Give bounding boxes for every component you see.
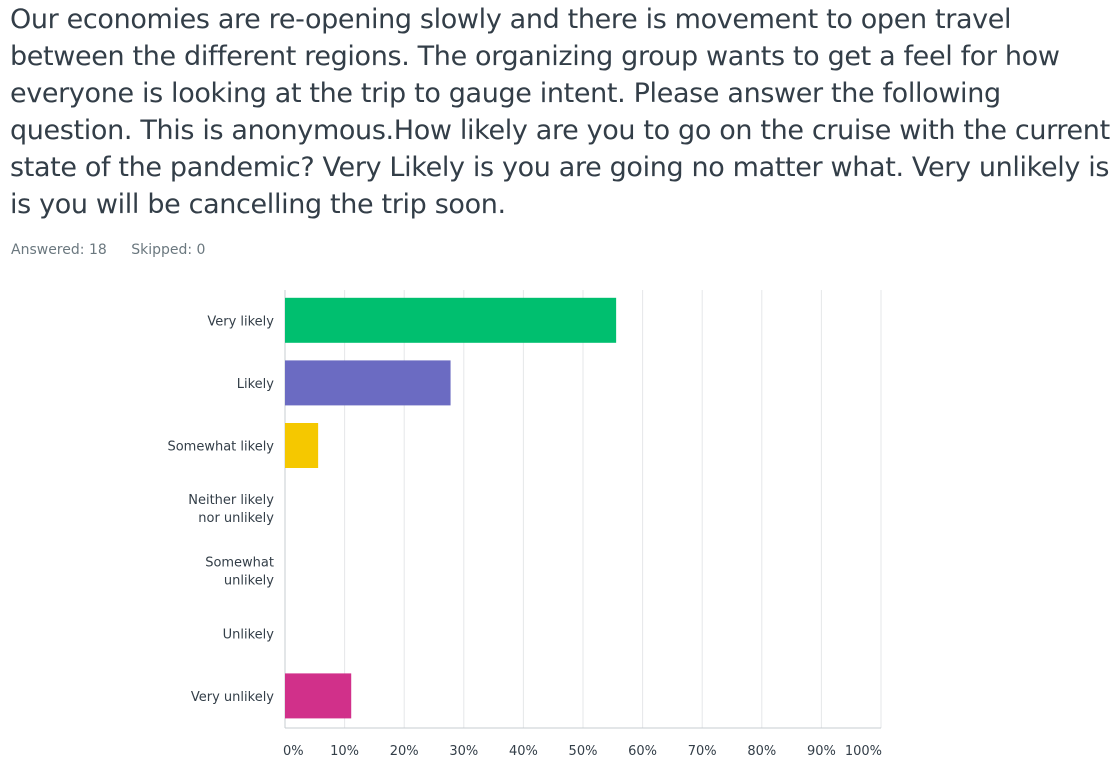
skipped-count: 0 bbox=[196, 242, 206, 258]
category-label: Somewhat unlikely bbox=[205, 556, 274, 589]
response-stats: Answered: 18 Skipped: 0 bbox=[11, 242, 205, 258]
category-label: Unlikely bbox=[223, 627, 275, 642]
bar bbox=[285, 423, 319, 468]
category-label: Very likely bbox=[207, 314, 274, 329]
question-title: Our economies are re-opening slowly and … bbox=[10, 4, 1110, 220]
x-tick-label: 40% bbox=[509, 744, 538, 759]
bar bbox=[285, 297, 617, 343]
x-tick-label: 50% bbox=[569, 744, 598, 759]
x-tick-label: 30% bbox=[449, 744, 478, 759]
bar bbox=[285, 673, 352, 719]
answered-count: 18 bbox=[88, 242, 107, 258]
x-tick-label: 80% bbox=[747, 744, 776, 759]
answered-label: Answered: bbox=[11, 242, 85, 258]
x-tick-label: 70% bbox=[688, 744, 717, 759]
x-tick-label: 20% bbox=[390, 744, 419, 759]
x-tick-label: 0% bbox=[283, 744, 304, 759]
bar-chart: 0% 10% 20% 30% 40% 50% 60% 70% 80% 90% 100% Very li… bbox=[167, 290, 882, 759]
category-label: Neither likely nor unlikely bbox=[188, 493, 274, 526]
x-tick-label: 90% bbox=[807, 744, 836, 759]
bar bbox=[285, 360, 451, 406]
category-label: Likely bbox=[237, 377, 275, 392]
category-label: Somewhat likely bbox=[167, 440, 274, 455]
x-tick-label: 100% bbox=[845, 744, 882, 759]
x-tick-label: 60% bbox=[628, 744, 657, 759]
skipped-label: Skipped: bbox=[131, 242, 193, 258]
category-label: Very unlikely bbox=[191, 690, 274, 705]
x-tick-label: 10% bbox=[330, 744, 359, 759]
